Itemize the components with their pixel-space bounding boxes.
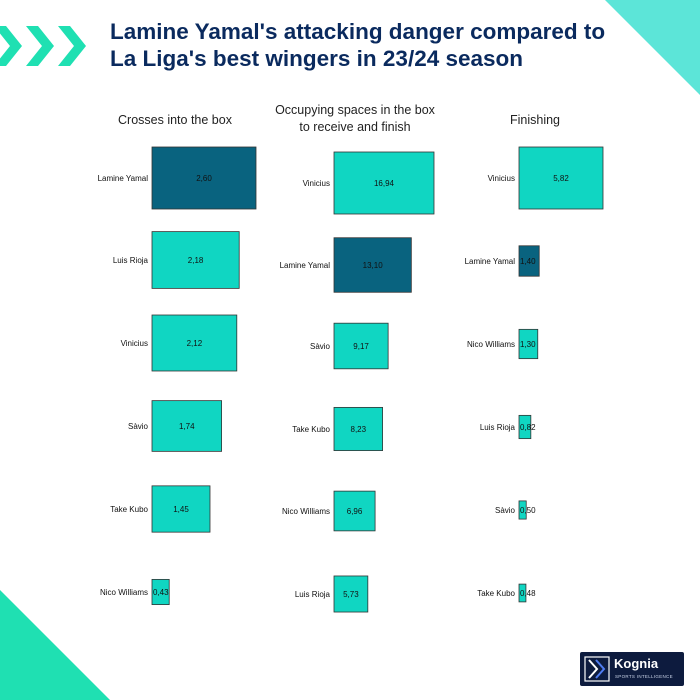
finishing-value-label: 0,50	[520, 506, 536, 515]
crosses-category-label: Luis Rioja	[113, 256, 149, 265]
logo-subtitle: SPORTS INTELLIGENCE	[615, 674, 673, 679]
chart-title-crosses: Crosses into the box	[118, 113, 232, 127]
crosses-value-label: 2,60	[196, 174, 212, 183]
occupying-bar	[333, 575, 369, 613]
occupying-bar	[333, 237, 412, 293]
finishing-bar	[518, 500, 527, 520]
finishing-category-label: Luis Rioja	[480, 423, 516, 432]
finishing-category-label: Vinicius	[488, 174, 515, 183]
crosses-category-label: Vinicius	[121, 339, 148, 348]
kognia-logo: Kognia SPORTS INTELLIGENCE	[580, 652, 684, 686]
occupying-value-label: 8,23	[351, 425, 367, 434]
occupying-category-label: Vinicius	[303, 179, 330, 188]
finishing-value-label: 5,82	[553, 174, 569, 183]
finishing-category-label: Lamine Yamal	[465, 257, 516, 266]
crosses-bar	[151, 314, 238, 372]
crosses-bar	[151, 146, 257, 210]
crosses-bar	[151, 400, 222, 452]
finishing-category-label: Sàvio	[495, 506, 516, 515]
crosses-value-label: 2,18	[188, 256, 204, 265]
crosses-category-label: Take Kubo	[110, 505, 148, 514]
corner-decoration-top-right	[605, 0, 700, 95]
occupying-category-label: Nico Williams	[282, 507, 330, 516]
chart-title-occupying: Occupying spaces in the box to receive a…	[275, 103, 435, 134]
occupying-bar	[333, 151, 435, 215]
occupying-bar	[333, 406, 383, 452]
occupying-value-label: 6,96	[347, 507, 363, 516]
finishing-value-label: 1,40	[520, 257, 536, 266]
crosses-bar	[151, 578, 170, 606]
page-title: Lamine Yamal's attacking danger compared…	[110, 19, 606, 71]
crosses-category-label: Nico Williams	[100, 588, 148, 597]
crosses-value-label: 1,45	[173, 505, 189, 514]
occupying-bar	[333, 322, 389, 370]
kognia-logo-icon	[584, 656, 610, 682]
finishing-bar	[518, 245, 540, 277]
corner-decoration-bottom-left	[0, 590, 110, 700]
finishing-bar	[518, 414, 532, 440]
finishing-value-label: 1,30	[520, 340, 536, 349]
occupying-value-label: 13,10	[363, 261, 384, 270]
crosses-value-label: 0,43	[153, 588, 169, 597]
chart-title-finishing: Finishing	[509, 113, 561, 127]
finishing-value-label: 0,82	[520, 423, 536, 432]
crosses-value-label: 1,74	[179, 422, 195, 431]
finishing-category-label: Take Kubo	[477, 589, 515, 598]
occupying-category-label: Luis Rioja	[295, 590, 331, 599]
occupying-category-label: Take Kubo	[292, 425, 330, 434]
chevrons-icon	[0, 26, 86, 66]
finishing-value-label: 0,48	[520, 589, 536, 598]
occupying-bar	[333, 490, 376, 532]
crosses-bar	[151, 231, 240, 289]
finishing-bar	[518, 583, 527, 603]
crosses-bar	[151, 485, 211, 533]
finishing-category-label: Nico Williams	[467, 340, 515, 349]
occupying-value-label: 16,94	[374, 179, 395, 188]
logo-name: Kognia	[614, 656, 659, 671]
crosses-value-label: 2,12	[187, 339, 203, 348]
occupying-category-label: Lamine Yamal	[280, 261, 331, 270]
occupying-category-label: Sàvio	[310, 342, 331, 351]
finishing-bar	[518, 328, 539, 360]
finishing-bar	[518, 146, 604, 210]
crosses-category-label: Lamine Yamal	[98, 174, 149, 183]
crosses-category-label: Sàvio	[128, 422, 149, 431]
occupying-value-label: 9,17	[353, 342, 369, 351]
occupying-value-label: 5,73	[343, 590, 359, 599]
